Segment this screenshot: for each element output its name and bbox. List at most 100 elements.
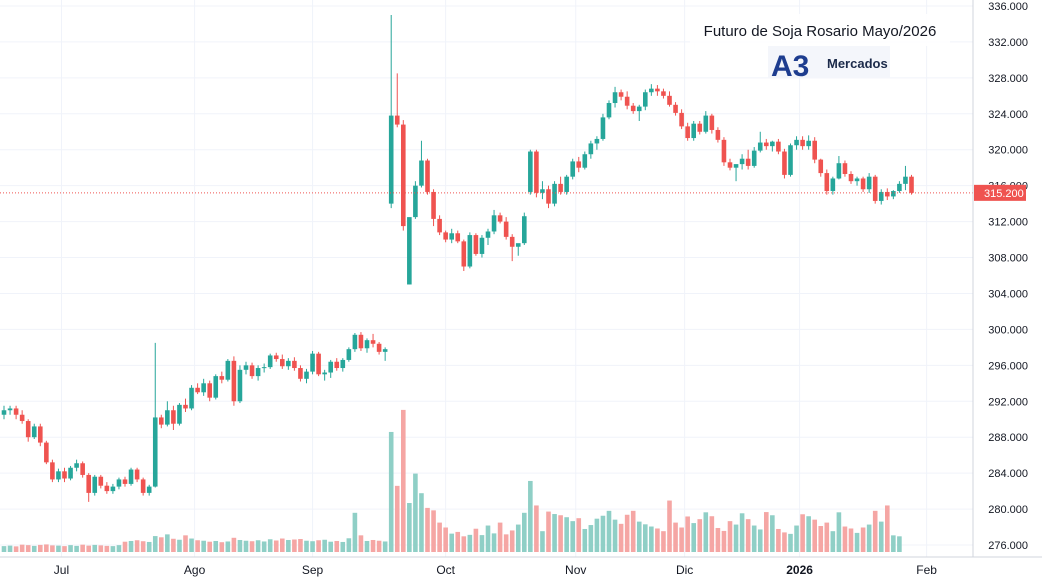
candle bbox=[636, 104, 642, 121]
candle bbox=[376, 341, 382, 355]
candle-body bbox=[866, 176, 872, 190]
volume-bar bbox=[407, 503, 412, 552]
volume-bar bbox=[733, 524, 739, 552]
candle-body bbox=[576, 161, 582, 168]
candle bbox=[298, 365, 303, 382]
volume-bar bbox=[709, 516, 715, 552]
candle-body bbox=[878, 191, 884, 201]
y-tick-label: 336.000 bbox=[988, 1, 1028, 13]
volume-bar bbox=[812, 519, 817, 552]
volume-bar bbox=[727, 521, 733, 552]
y-tick-label: 328.000 bbox=[988, 73, 1028, 85]
candle-body bbox=[413, 185, 418, 218]
volume-bar bbox=[443, 527, 448, 552]
volume-bar bbox=[376, 540, 382, 552]
candle-body bbox=[237, 369, 243, 402]
candle bbox=[649, 84, 654, 96]
candle bbox=[449, 228, 454, 244]
candle bbox=[316, 351, 321, 377]
candle-body bbox=[485, 231, 491, 238]
candle-body bbox=[564, 176, 569, 192]
candle-body bbox=[25, 421, 31, 438]
volume-bar bbox=[891, 535, 896, 552]
volume-bar bbox=[782, 532, 787, 552]
candle-body bbox=[788, 145, 793, 175]
candle bbox=[491, 209, 497, 235]
candle bbox=[515, 243, 521, 256]
candle bbox=[104, 482, 110, 494]
y-tick-label: 292.000 bbox=[988, 396, 1028, 408]
volume-bar bbox=[449, 533, 454, 552]
candle-body bbox=[298, 368, 303, 379]
candle bbox=[340, 358, 346, 372]
candle-body bbox=[824, 173, 830, 192]
candle bbox=[812, 137, 817, 164]
volume-bar bbox=[582, 528, 588, 552]
candle bbox=[364, 338, 370, 353]
volume-bar bbox=[588, 525, 594, 552]
candle bbox=[358, 332, 364, 351]
candle-body bbox=[534, 151, 539, 193]
candle bbox=[80, 461, 85, 478]
volume-bar bbox=[243, 540, 249, 552]
candle-body bbox=[310, 353, 315, 372]
candle-body bbox=[44, 442, 49, 463]
candle-body bbox=[836, 163, 842, 179]
candle bbox=[667, 91, 672, 107]
candle bbox=[165, 401, 170, 427]
volume-bar bbox=[50, 545, 55, 552]
volume-bar bbox=[31, 545, 37, 552]
candle bbox=[739, 154, 745, 170]
candle bbox=[582, 151, 588, 170]
y-tick-label: 280.000 bbox=[988, 504, 1028, 516]
candle bbox=[540, 181, 545, 200]
candle bbox=[467, 232, 473, 269]
candle-body bbox=[134, 469, 140, 480]
candle-body bbox=[431, 191, 436, 219]
volume-bar bbox=[255, 540, 261, 552]
candle-body bbox=[1, 410, 7, 415]
candle bbox=[594, 136, 600, 150]
candle bbox=[885, 188, 890, 201]
volume-bar bbox=[13, 546, 19, 552]
volume-bar bbox=[310, 541, 315, 552]
time-axis[interactable]: Jul Ago Sep Oct Nov Dic 2026 Feb bbox=[54, 563, 937, 577]
volume-bar bbox=[467, 534, 473, 552]
candle bbox=[878, 189, 884, 205]
volume-bar bbox=[431, 510, 436, 552]
candle bbox=[437, 215, 442, 236]
candle-body bbox=[437, 218, 442, 233]
candle bbox=[794, 136, 799, 150]
x-tick-label: 2026 bbox=[786, 563, 813, 577]
candle bbox=[485, 228, 491, 245]
x-tick-label: Jul bbox=[54, 563, 69, 577]
candle-body bbox=[842, 163, 848, 174]
candle-body bbox=[128, 469, 134, 484]
volume-bar bbox=[152, 536, 158, 552]
volume-bar bbox=[739, 513, 745, 552]
volume-bar bbox=[140, 541, 146, 552]
volume-bar bbox=[388, 431, 394, 552]
volume-bar bbox=[56, 545, 61, 552]
volume-bar bbox=[19, 544, 25, 552]
candle-body bbox=[600, 117, 606, 139]
candle-body bbox=[806, 140, 811, 147]
volume-bar bbox=[552, 514, 557, 552]
candle bbox=[201, 378, 206, 396]
candle-body bbox=[757, 142, 763, 151]
candle-body bbox=[715, 129, 721, 140]
candle-body bbox=[292, 360, 297, 369]
candle-body bbox=[225, 360, 231, 380]
volume-bar bbox=[624, 514, 630, 552]
volume-bar bbox=[1, 546, 7, 552]
candle-body bbox=[358, 334, 364, 349]
candle bbox=[146, 484, 152, 496]
volume-bar bbox=[721, 530, 727, 552]
volume-bar bbox=[249, 541, 255, 552]
candle bbox=[709, 113, 715, 134]
logo-background bbox=[768, 46, 890, 78]
volume-bar bbox=[473, 528, 479, 552]
volume-bar bbox=[189, 538, 194, 552]
volume-bar bbox=[7, 545, 13, 552]
x-tick-label: Feb bbox=[916, 563, 937, 577]
